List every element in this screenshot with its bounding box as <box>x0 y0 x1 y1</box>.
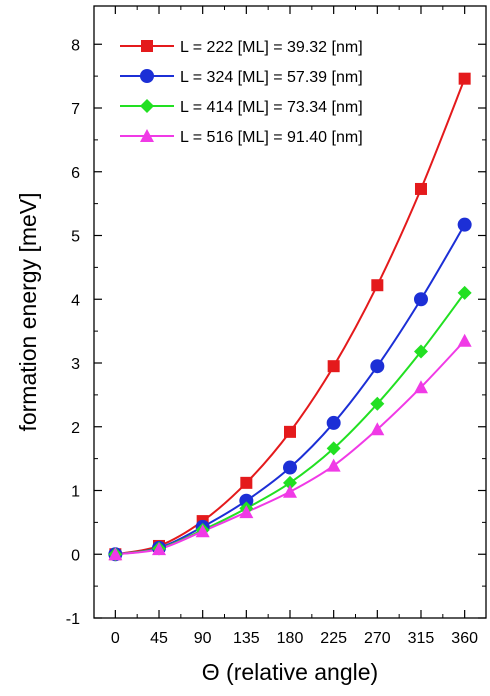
series-markers <box>108 72 472 562</box>
circle-marker <box>457 217 472 232</box>
triangle-marker <box>108 547 123 561</box>
legend: L = 222 [ML] = 39.32 [nm] L = 324 [ML] = … <box>120 39 363 146</box>
legend-label: L = 414 [ML] = 73.34 [nm] <box>180 99 363 116</box>
x-tick-label: 180 <box>277 630 304 647</box>
triangle-marker <box>326 458 341 472</box>
circle-marker <box>140 69 154 83</box>
legend-label: L = 324 [ML] = 57.39 [nm] <box>180 69 363 86</box>
y-tick-label: 2 <box>71 420 80 437</box>
triangle-marker <box>413 380 428 394</box>
diamond-marker <box>326 441 341 456</box>
x-tick-labels: 0 45 90 135 180 225 270 315 360 <box>111 630 478 647</box>
triangle-marker <box>283 484 297 498</box>
triangle-marker <box>140 129 154 142</box>
y-tick-label: 4 <box>71 292 80 309</box>
x-tick-label: 90 <box>194 630 212 647</box>
series-line <box>115 78 466 556</box>
square-marker <box>284 425 296 438</box>
x-tick-label: 315 <box>408 630 435 647</box>
square-marker <box>327 360 340 373</box>
y-tick-label: 5 <box>71 229 80 246</box>
circle-marker <box>370 359 385 374</box>
square-marker <box>371 279 384 292</box>
y-tick-label: -1 <box>66 611 80 628</box>
circle-marker <box>326 415 341 430</box>
plot-area <box>93 5 487 619</box>
square-marker <box>141 40 153 52</box>
circle-marker <box>283 460 297 475</box>
triangle-marker <box>195 524 210 538</box>
axis-ticks <box>94 6 486 619</box>
y-tick-label: 7 <box>71 101 80 118</box>
triangle-marker <box>370 422 385 436</box>
diamond-marker <box>283 475 297 490</box>
circle-marker <box>413 292 428 307</box>
diamond-marker <box>457 285 472 300</box>
x-tick-label: 135 <box>233 630 260 647</box>
square-marker <box>240 476 253 489</box>
y-tick-labels: -1 0 1 2 3 4 5 6 7 8 <box>66 37 80 628</box>
x-axis-title: Θ (relative angle) <box>202 659 378 685</box>
square-marker <box>458 72 471 85</box>
triangle-marker <box>239 505 254 519</box>
diamond-marker <box>370 396 385 411</box>
plot-frame <box>93 5 487 619</box>
circle-marker <box>239 493 254 508</box>
triangle-marker <box>457 333 472 347</box>
y-axis-title: formation energy [meV] <box>15 192 41 431</box>
legend-label: L = 222 [ML] = 39.32 [nm] <box>180 39 363 56</box>
y-tick-label: 8 <box>71 37 80 54</box>
diamond-marker <box>413 344 428 359</box>
series-line <box>115 292 466 556</box>
legend-label: L = 516 [ML] = 91.40 [nm] <box>180 129 363 146</box>
diamond-marker <box>140 99 154 113</box>
triangle-marker <box>152 542 167 556</box>
x-tick-label: 225 <box>320 630 347 647</box>
y-tick-label: 1 <box>71 484 80 501</box>
y-tick-label: 3 <box>71 356 80 373</box>
y-tick-label: 0 <box>71 547 80 564</box>
x-tick-label: 270 <box>364 630 391 647</box>
x-tick-label: 360 <box>451 630 478 647</box>
series-line <box>115 340 466 556</box>
y-tick-label: 6 <box>71 165 80 182</box>
x-tick-label: 45 <box>150 630 168 647</box>
series-line <box>115 224 466 556</box>
square-marker <box>414 182 427 195</box>
x-tick-label: 0 <box>111 630 120 647</box>
